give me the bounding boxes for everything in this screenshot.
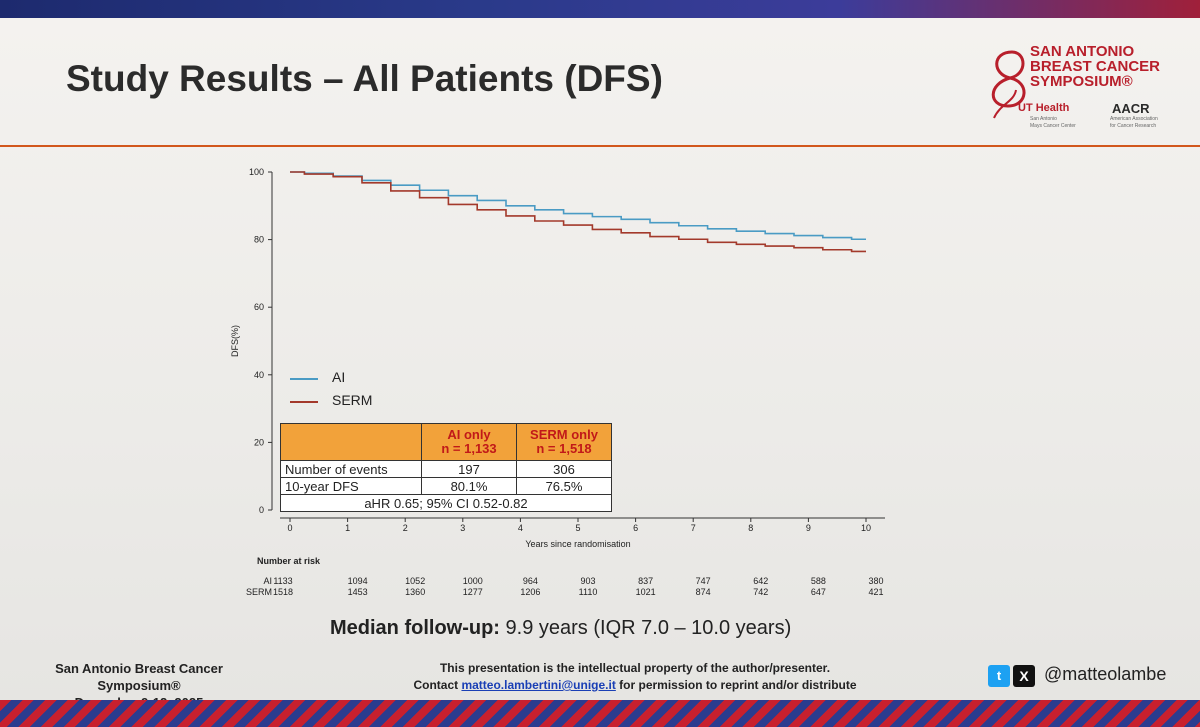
risk-value: 1453 bbox=[347, 587, 368, 597]
table-corner bbox=[280, 423, 422, 461]
top-banner bbox=[0, 0, 1200, 20]
y-tick-label: 20 bbox=[254, 437, 264, 447]
symposium-logo-icon bbox=[991, 50, 1026, 119]
x-tick-label: 6 bbox=[633, 523, 638, 533]
x-tick-label: 8 bbox=[748, 523, 753, 533]
ut-health-sub2: Mays Cancer Center bbox=[1030, 123, 1076, 129]
risk-value: 1133 bbox=[273, 576, 293, 586]
bottom-banner bbox=[0, 700, 1200, 727]
risk-value: 874 bbox=[695, 587, 711, 597]
x-tick-label: 2 bbox=[403, 523, 408, 533]
contact-email-link[interactable]: matteo.lambertini@unige.it bbox=[461, 678, 616, 692]
risk-value: 1000 bbox=[462, 576, 483, 586]
risk-value: 1518 bbox=[272, 587, 294, 597]
row-label: 10-year DFS bbox=[280, 477, 422, 495]
legend-ai-label: AI bbox=[332, 369, 346, 385]
x-axis-title: Years since randomisation bbox=[525, 539, 630, 549]
x-tick-label: 0 bbox=[287, 523, 292, 533]
footer-copyright: This presentation is the intellectual pr… bbox=[413, 661, 857, 692]
risk-value: 964 bbox=[522, 576, 538, 586]
y-tick-label: 60 bbox=[254, 302, 264, 312]
aacr-sub: American Association bbox=[1110, 116, 1158, 122]
ut-health-sub: San Antonio bbox=[1030, 116, 1057, 122]
social-handle: @matteolambe bbox=[1044, 664, 1167, 684]
x-tick-label: 10 bbox=[861, 523, 871, 533]
risk-value: 1094 bbox=[347, 576, 368, 586]
risk-value: 1277 bbox=[462, 587, 483, 597]
cell-ai-events: 197 bbox=[421, 460, 517, 478]
risk-value: 837 bbox=[638, 576, 654, 586]
legend-serm-swatch bbox=[290, 401, 318, 403]
cell-serm-dfs: 76.5% bbox=[516, 477, 612, 495]
logo-text: SAN ANTONIO BREAST CANCER SYMPOSIUM® bbox=[1030, 43, 1161, 90]
risk-value: 747 bbox=[695, 576, 711, 586]
slide-title: Study Results – All Patients (DFS) bbox=[66, 58, 663, 99]
series-line-ai bbox=[290, 171, 866, 241]
risk-value: 421 bbox=[868, 587, 884, 597]
y-axis-title: DFS(%) bbox=[230, 325, 240, 357]
table-header-serm: SERM only n = 1,518 bbox=[516, 423, 612, 461]
cell-serm-events: 306 bbox=[516, 460, 612, 478]
table-row: 10-year DFS 80.1% 76.5% bbox=[280, 477, 612, 495]
risk-row-label: SERM bbox=[245, 587, 272, 597]
risk-value: 1052 bbox=[405, 576, 426, 586]
title-divider bbox=[0, 145, 1200, 147]
risk-value: 380 bbox=[868, 576, 884, 586]
y-tick-label: 0 bbox=[259, 505, 264, 515]
table-header-ai: AI only n = 1,133 bbox=[421, 423, 517, 461]
risk-table-title: Number at risk bbox=[257, 556, 321, 566]
median-follow-up: Median follow-up: 9.9 years (IQR 7.0 – 1… bbox=[330, 617, 792, 639]
hazard-ratio: aHR 0.65; 95% CI 0.52-0.82 bbox=[280, 494, 612, 512]
row-label: Number of events bbox=[280, 460, 422, 478]
slide bbox=[0, 18, 1200, 703]
y-tick-label: 80 bbox=[254, 235, 264, 245]
risk-row-label: AI bbox=[263, 576, 272, 586]
risk-value: 1110 bbox=[578, 587, 598, 597]
risk-value: 903 bbox=[580, 576, 596, 586]
table-row: Number of events 197 306 bbox=[280, 460, 612, 478]
y-tick-label: 40 bbox=[254, 370, 264, 380]
legend-serm-label: SERM bbox=[332, 392, 373, 408]
x-icon: X bbox=[1013, 665, 1035, 687]
x-tick-label: 7 bbox=[691, 523, 696, 533]
series-line-serm bbox=[290, 171, 866, 253]
risk-value: 1206 bbox=[520, 587, 541, 597]
risk-value: 1021 bbox=[635, 587, 656, 597]
legend-ai-swatch bbox=[290, 378, 318, 380]
x-tick-label: 5 bbox=[575, 523, 580, 533]
aacr-sub2: for Cancer Research bbox=[1110, 123, 1157, 129]
risk-value: 642 bbox=[753, 576, 769, 586]
risk-value: 1360 bbox=[405, 587, 426, 597]
risk-value: 588 bbox=[810, 576, 826, 586]
x-tick-label: 4 bbox=[518, 523, 523, 533]
results-table: AI only n = 1,133 SERM only n = 1,518 Numb… bbox=[280, 423, 612, 512]
x-tick-label: 3 bbox=[460, 523, 465, 533]
twitter-icon: t bbox=[988, 665, 1010, 687]
y-tick-label: 100 bbox=[249, 167, 264, 177]
ut-health-logo: UT Health bbox=[1018, 102, 1070, 114]
risk-value: 647 bbox=[810, 587, 826, 597]
x-tick-label: 9 bbox=[806, 523, 811, 533]
risk-value: 742 bbox=[753, 587, 769, 597]
x-tick-label: 1 bbox=[345, 523, 350, 533]
cell-ai-dfs: 80.1% bbox=[421, 477, 517, 495]
aacr-logo: AACR bbox=[1112, 101, 1150, 116]
